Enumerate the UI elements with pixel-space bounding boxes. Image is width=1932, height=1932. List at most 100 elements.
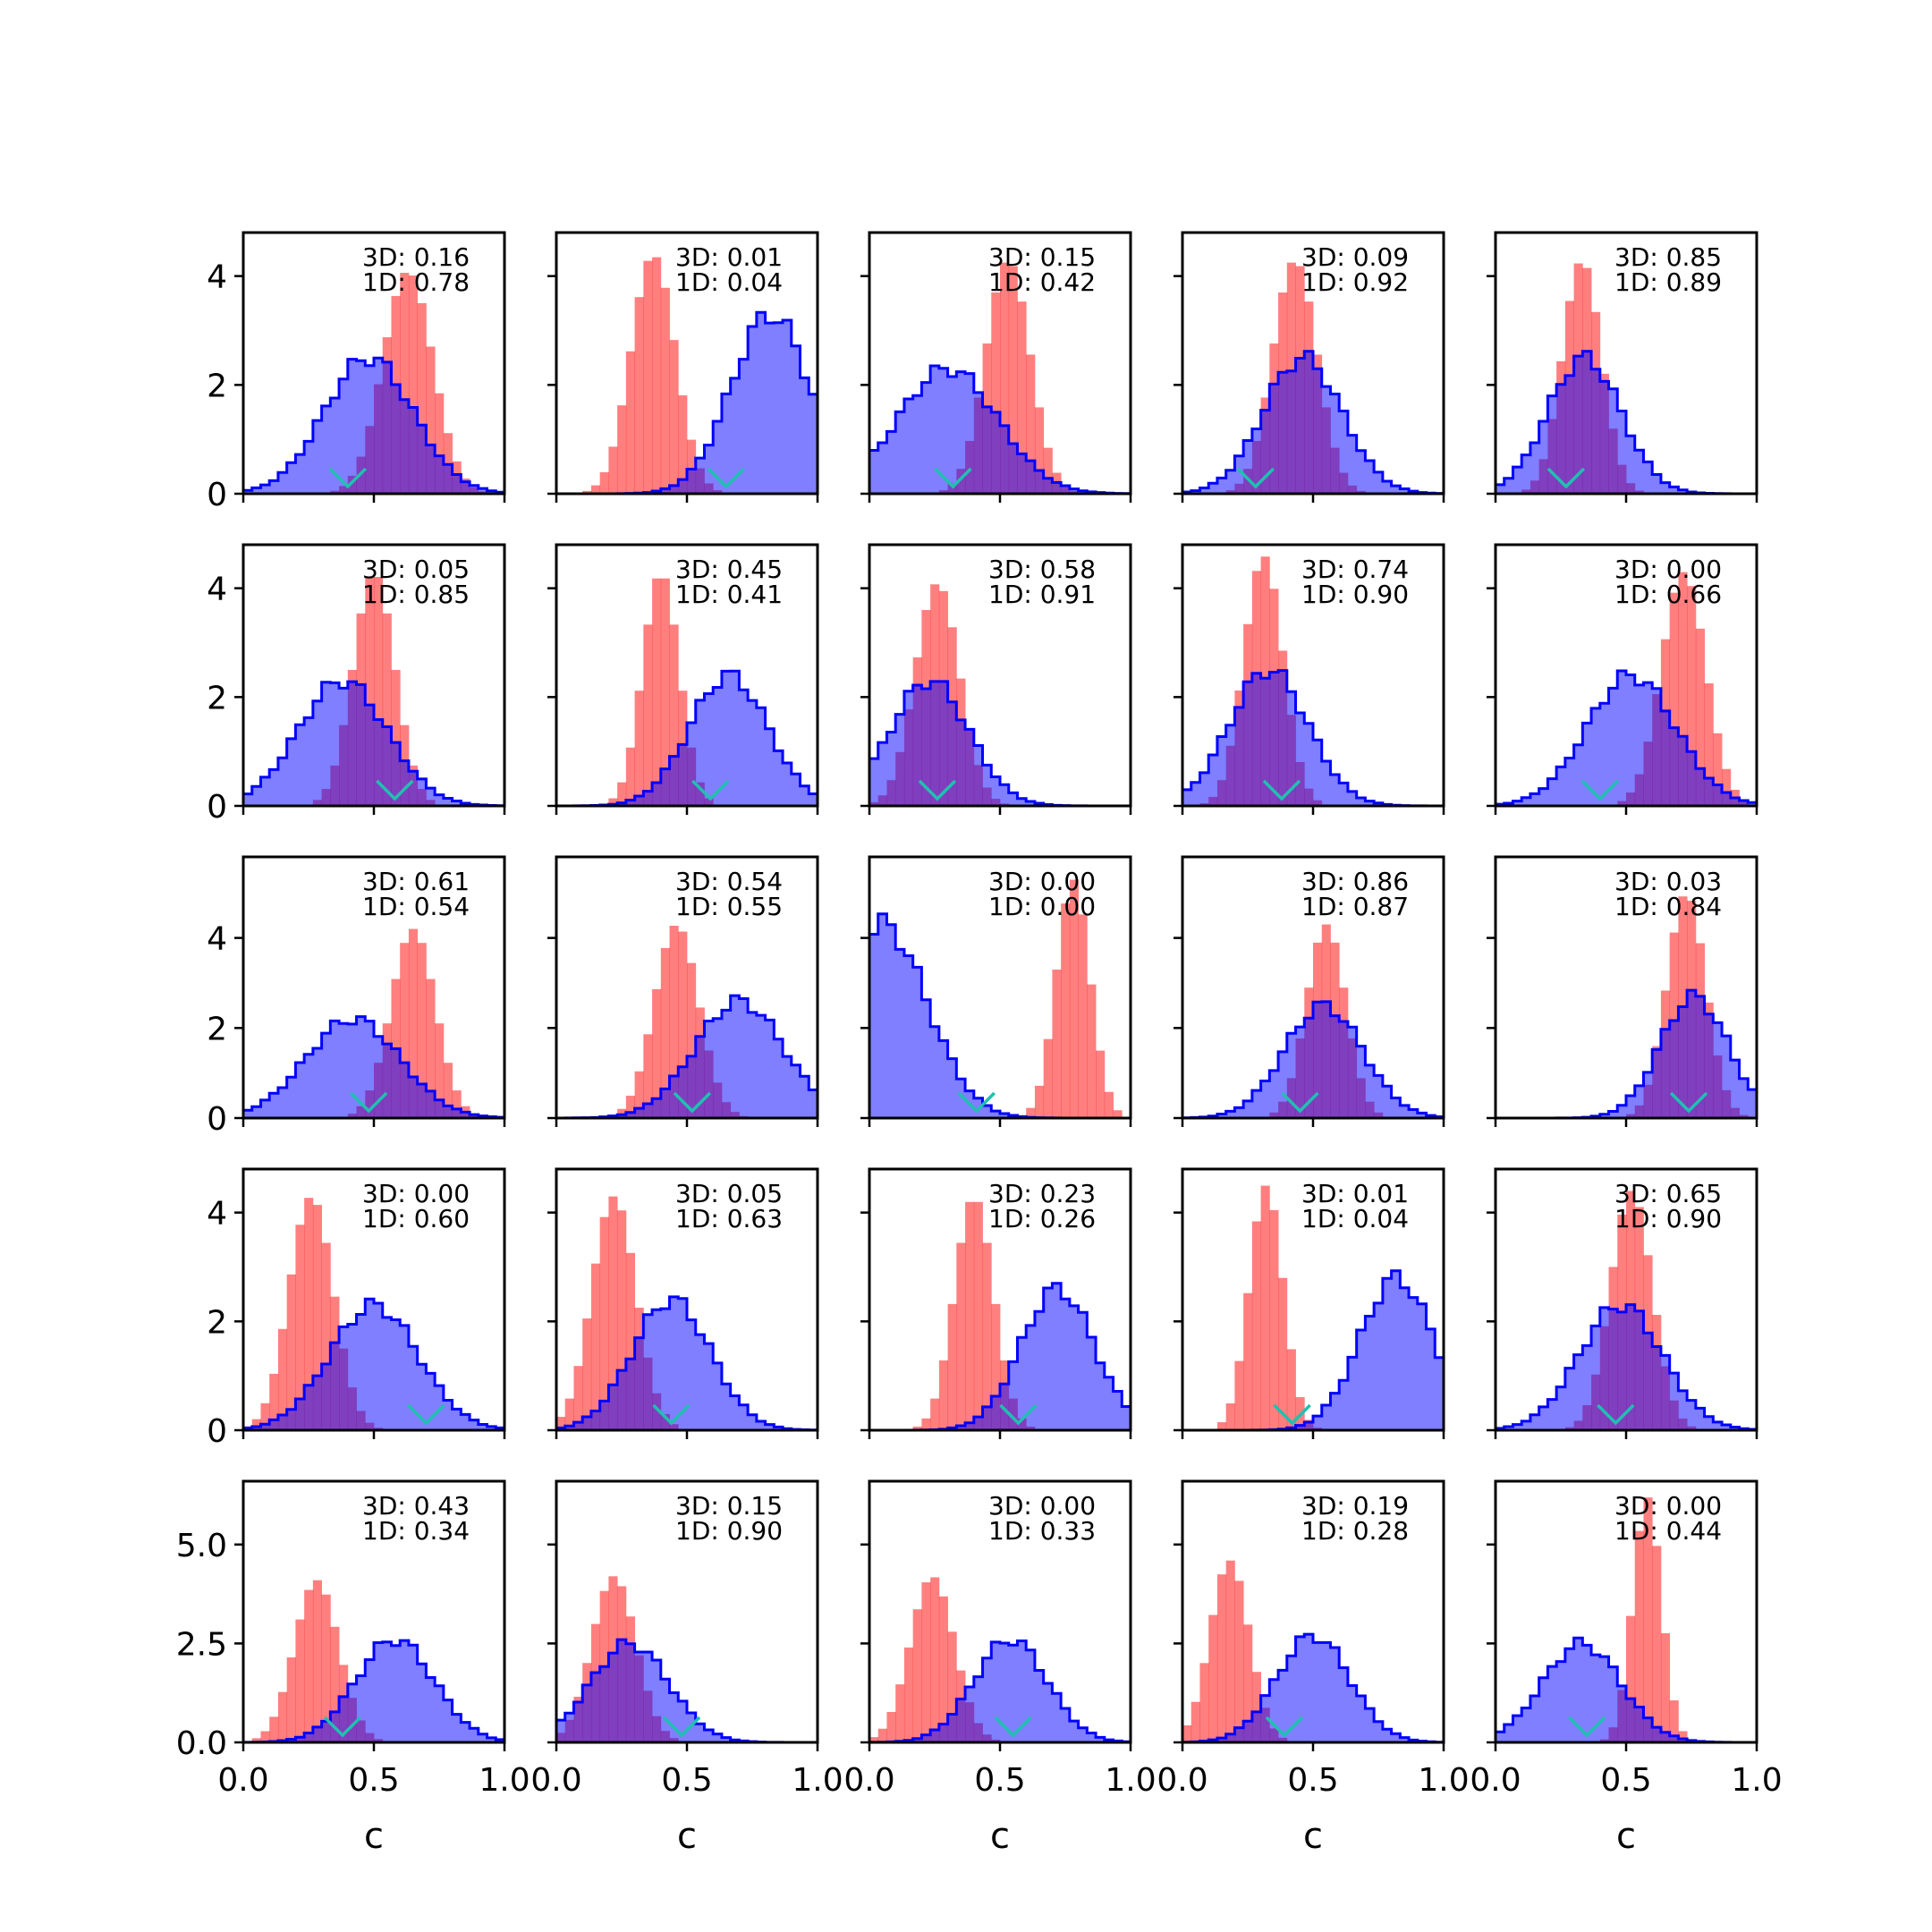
obs-bar xyxy=(652,988,662,1118)
x-axis-label: c xyxy=(364,1816,384,1857)
plot-area xyxy=(869,1577,1131,1742)
obs-bar xyxy=(1104,1091,1114,1118)
marker-v xyxy=(957,1091,996,1114)
y-tick-label: 2 xyxy=(207,1011,227,1047)
annotation-3d: 3D: 0.05 xyxy=(675,1179,783,1208)
obs-bar xyxy=(286,1274,296,1430)
obs-bar xyxy=(1234,1580,1244,1742)
model-step-hist xyxy=(1182,1632,1444,1742)
obs-bar xyxy=(921,1582,931,1742)
x-tick-label: 1.0 xyxy=(792,1762,843,1799)
obs-bar xyxy=(687,439,697,494)
model-step-hist xyxy=(869,680,1131,806)
obs-bar xyxy=(277,1328,288,1430)
marker-v xyxy=(707,467,746,489)
obs-bar xyxy=(1000,262,1010,494)
obs-bar xyxy=(895,1684,905,1742)
obs-bar xyxy=(1713,733,1723,806)
annotation-3d: 3D: 0.05 xyxy=(362,555,470,584)
plot-area xyxy=(556,1576,818,1742)
model-step-hist xyxy=(243,1297,504,1430)
obs-bar xyxy=(1026,354,1036,494)
obs-bar xyxy=(1191,1701,1200,1742)
obs-bar xyxy=(391,669,401,806)
plot-area xyxy=(556,1196,818,1430)
obs-bar xyxy=(452,1090,462,1118)
obs-bar xyxy=(260,1402,270,1430)
x-tick-label: 0.5 xyxy=(1287,1762,1338,1799)
y-tick-label: 4 xyxy=(207,572,227,608)
plot-area xyxy=(869,584,1131,806)
x-tick-label: 0.5 xyxy=(974,1762,1025,1799)
model-step-hist xyxy=(869,364,1131,494)
y-tick-label: 5.0 xyxy=(176,1528,227,1564)
plot-area xyxy=(1496,896,1757,1118)
obs-bar xyxy=(590,1263,601,1430)
annotation-3d: 3D: 0.58 xyxy=(988,555,1096,584)
obs-bar xyxy=(1626,1615,1636,1742)
y-tick-label: 4 xyxy=(207,921,227,958)
obs-bar xyxy=(991,1303,1001,1430)
obs-bar xyxy=(1269,1209,1279,1430)
obs-bar xyxy=(1660,1632,1671,1742)
marker-v xyxy=(1546,467,1586,489)
obs-bar xyxy=(1034,1085,1045,1118)
model-step-hist xyxy=(1496,669,1757,806)
obs-bar xyxy=(269,1716,279,1742)
y-tick-label: 0 xyxy=(207,789,227,826)
obs-bar xyxy=(1278,1277,1288,1430)
obs-bar xyxy=(286,1657,296,1742)
obs-bar xyxy=(1008,266,1018,494)
obs-bar xyxy=(1225,1560,1235,1742)
model-step-hist xyxy=(1496,350,1757,494)
obs-bar xyxy=(912,1426,922,1430)
obs-bar xyxy=(1243,1292,1253,1430)
model-step-hist xyxy=(1182,669,1444,806)
marker-v xyxy=(1567,1716,1606,1738)
obs-bar xyxy=(886,1712,896,1742)
obs-bar xyxy=(930,1398,940,1430)
marker-v xyxy=(918,779,957,801)
obs-bar xyxy=(426,979,436,1118)
annotation-3d: 3D: 0.01 xyxy=(1301,1179,1409,1208)
annotation-1d: 1D: 0.90 xyxy=(1614,1204,1722,1233)
annotation-1d: 1D: 0.92 xyxy=(1301,267,1409,297)
obs-bar xyxy=(260,1731,270,1742)
obs-bar xyxy=(1251,1672,1261,1742)
x-axis-label: c xyxy=(1303,1816,1323,1857)
obs-bar xyxy=(669,926,679,1118)
annotation-1d: 1D: 0.33 xyxy=(988,1516,1096,1546)
model-step-hist xyxy=(869,1639,1131,1742)
annotation-3d: 3D: 0.00 xyxy=(988,867,1096,896)
obs-bar xyxy=(1043,1038,1053,1118)
x-tick-label: 1.0 xyxy=(479,1762,530,1799)
annotation-3d: 3D: 0.65 xyxy=(1614,1179,1722,1208)
obs-bar xyxy=(1251,1221,1261,1430)
obs-bar xyxy=(1087,984,1097,1118)
annotation-1d: 1D: 0.00 xyxy=(988,892,1096,921)
obs-bar xyxy=(1286,1349,1296,1430)
obs-bar xyxy=(269,1373,279,1430)
marker-v xyxy=(994,1716,1032,1738)
y-tick-label: 2 xyxy=(207,368,227,404)
obs-bar xyxy=(435,1023,445,1118)
annotation-3d: 3D: 0.74 xyxy=(1301,555,1409,584)
obs-bar xyxy=(1216,1574,1227,1742)
obs-bar xyxy=(251,1738,261,1742)
obs-bar xyxy=(1069,879,1079,1118)
obs-bar xyxy=(634,1071,644,1118)
obs-bar xyxy=(617,1210,627,1430)
obs-bar xyxy=(1017,301,1027,494)
y-tick-label: 0 xyxy=(207,1101,227,1138)
marker-v xyxy=(1236,467,1275,489)
obs-bar xyxy=(1043,447,1053,494)
